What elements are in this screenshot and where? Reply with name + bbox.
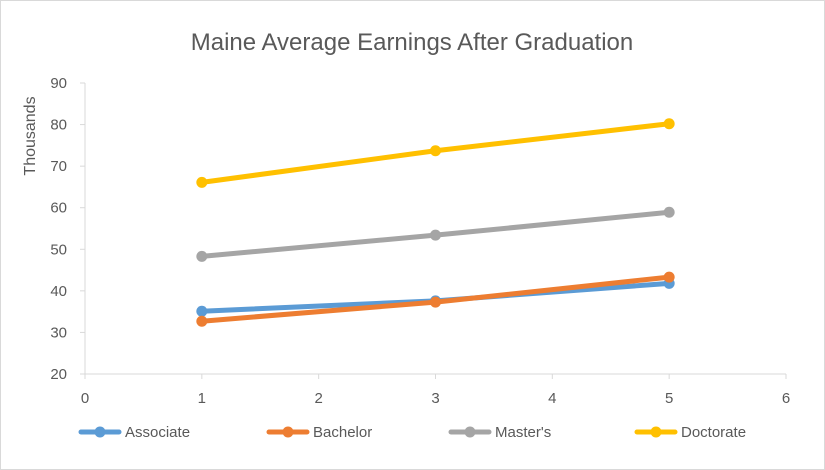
legend-label: Master's xyxy=(495,424,551,441)
legend-item-associate: Associate xyxy=(78,424,190,441)
y-tick-label: 40 xyxy=(50,283,67,300)
data-point-doctorate xyxy=(430,145,441,157)
y-tick-label: 80 xyxy=(50,117,67,134)
legend-item-doctorate: Doctorate xyxy=(634,424,746,441)
y-tick-label: 50 xyxy=(50,241,67,258)
data-point-associate xyxy=(196,305,208,317)
data-point-bachelor xyxy=(663,271,675,283)
data-point-masters xyxy=(663,206,675,218)
x-tick-label: 5 xyxy=(665,390,673,407)
axes: 20 30 40 50 60 70 80 90 0 1 2 3 4 5 6 xyxy=(50,75,790,407)
legend-label: Bachelor xyxy=(313,424,372,441)
y-tick-label: 20 xyxy=(50,366,67,383)
legend: Associate Bachelor Master's Doctorate xyxy=(78,424,746,441)
legend-swatch-marker xyxy=(94,426,106,438)
series-bachelor xyxy=(196,271,675,327)
legend-item-masters: Master's xyxy=(448,424,551,441)
y-tick-label: 60 xyxy=(50,200,67,217)
legend-label: Associate xyxy=(125,424,190,441)
x-tick-label: 0 xyxy=(81,390,89,407)
legend-swatch-marker xyxy=(464,426,476,438)
data-point-bachelor xyxy=(430,296,441,308)
x-tick-label: 2 xyxy=(314,390,322,407)
chart-title: Maine Average Earnings After Graduation xyxy=(191,29,634,56)
y-tick-label: 70 xyxy=(50,158,67,175)
y-axis-label: Thousands xyxy=(22,96,39,175)
x-tick-label: 1 xyxy=(198,390,206,407)
legend-swatch-marker xyxy=(282,426,294,438)
series-doctorate xyxy=(196,118,675,188)
data-point-masters xyxy=(196,250,208,262)
series-masters xyxy=(196,206,675,262)
x-tick-label: 6 xyxy=(782,390,790,407)
data-point-doctorate xyxy=(663,118,675,130)
legend-label: Doctorate xyxy=(681,424,746,441)
legend-item-bachelor: Bachelor xyxy=(266,424,372,441)
data-point-masters xyxy=(430,229,441,241)
data-point-doctorate xyxy=(196,176,208,188)
y-tick-label: 90 xyxy=(50,75,67,92)
series-layer xyxy=(196,118,675,327)
data-point-bachelor xyxy=(196,315,208,327)
legend-swatch-marker xyxy=(650,426,662,438)
y-tick-label: 30 xyxy=(50,324,67,341)
x-tick-label: 4 xyxy=(548,390,556,407)
x-tick-label: 3 xyxy=(431,390,439,407)
